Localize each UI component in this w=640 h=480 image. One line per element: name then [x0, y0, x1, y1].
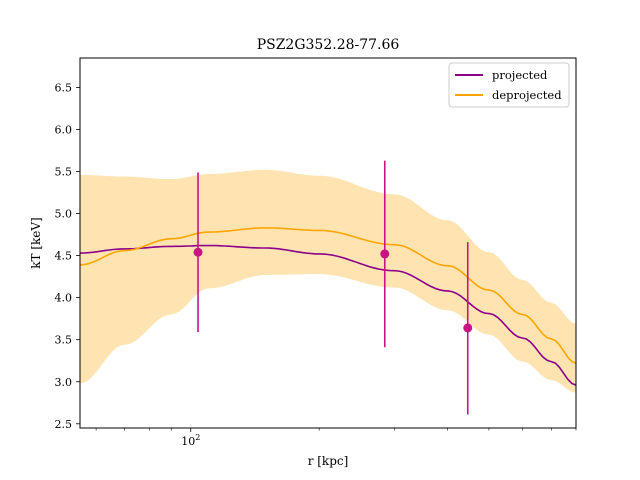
series-line-projected [79, 244, 577, 386]
data-point [193, 247, 203, 257]
y-tick-label: 3.0 [55, 376, 73, 389]
y-tick-label: 6.0 [55, 123, 73, 136]
axes: 2.5 3.0 3.5 4.0 4.5 5.0 5.5 6.0 6.5 102 [55, 81, 577, 448]
deprojected-confidence-band [80, 169, 576, 393]
series-line-deprojected [79, 227, 577, 365]
chart-title: PSZ2G352.28-77.66 [257, 37, 400, 53]
legend: projected deprojected [448, 62, 570, 108]
y-tick-label: 3.5 [55, 334, 73, 347]
y-tick-label: 4.5 [55, 250, 73, 263]
axes-frame [79, 57, 577, 429]
data-point [380, 249, 390, 259]
y-tick-label: 5.0 [55, 208, 73, 221]
y-tick-label: 2.5 [55, 418, 73, 431]
legend-label-projected: projected [492, 68, 548, 82]
y-tick-label: 5.5 [55, 166, 73, 179]
data-point [463, 323, 473, 333]
x-tick-label: 102 [181, 433, 200, 448]
plot-area [79, 160, 577, 415]
y-axis-label: kT [keV] [29, 217, 43, 269]
legend-label-deprojected: deprojected [492, 88, 562, 102]
x-axis-label: r [kpc] [308, 454, 349, 468]
y-tick-label: 6.5 [55, 81, 73, 94]
y-tick-label: 4.0 [55, 292, 73, 305]
